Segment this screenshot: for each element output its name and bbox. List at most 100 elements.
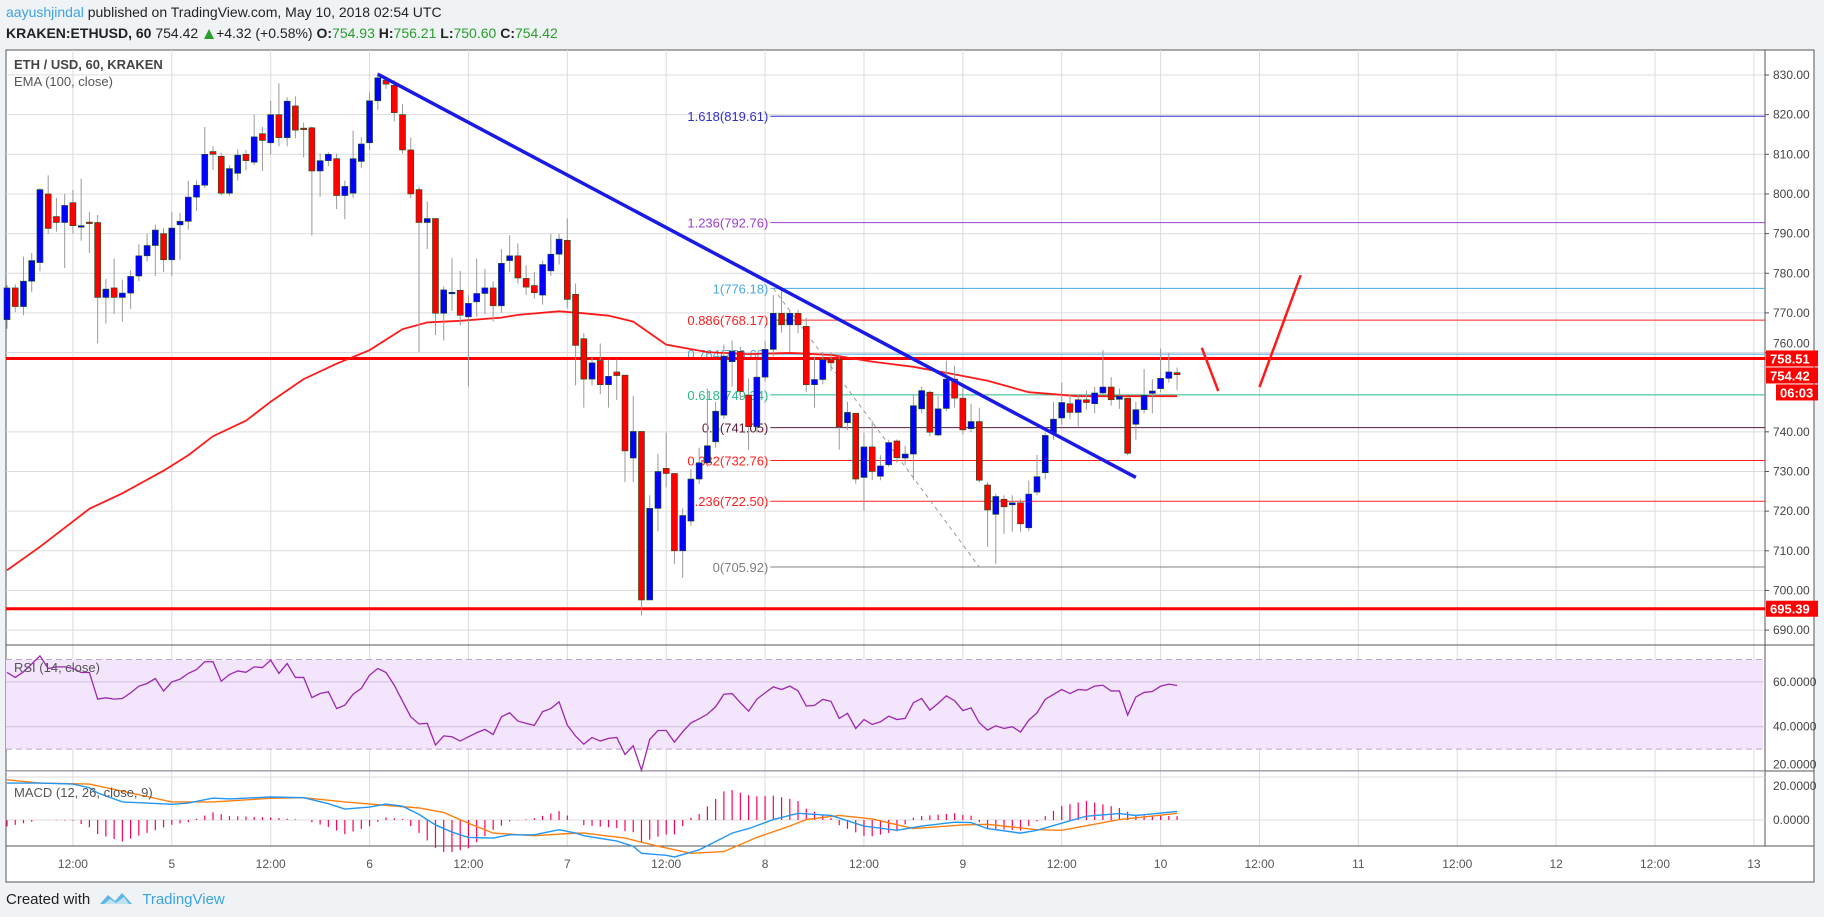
candle bbox=[44, 175, 52, 234]
candle-body-down bbox=[596, 360, 604, 385]
candle-body-up bbox=[119, 292, 126, 298]
candle-body-down bbox=[745, 394, 752, 427]
candle-body-down bbox=[390, 85, 398, 113]
candle bbox=[753, 359, 761, 433]
candle bbox=[102, 278, 110, 324]
candle bbox=[226, 165, 233, 196]
candle-body-up bbox=[440, 289, 448, 314]
rsi-band bbox=[6, 659, 1763, 750]
candle-body-down bbox=[794, 312, 802, 326]
candle bbox=[415, 186, 423, 353]
macd-tick-label: 0.0000 bbox=[1773, 813, 1810, 827]
candle bbox=[877, 455, 884, 481]
tradingview-logo-icon bbox=[100, 893, 133, 904]
candle-body-down bbox=[432, 218, 439, 314]
candle-body-down bbox=[275, 114, 283, 138]
candle bbox=[1149, 379, 1156, 414]
candle bbox=[349, 130, 357, 198]
candle-body-up bbox=[283, 100, 291, 138]
candle-body-up bbox=[646, 508, 654, 601]
candle-body-up bbox=[498, 263, 505, 307]
fib-level-label: 0.236(722.50) bbox=[687, 494, 768, 509]
ema-legend: EMA (100, close) bbox=[14, 74, 113, 89]
candle-body-down bbox=[868, 446, 876, 472]
candle-body-up bbox=[1041, 435, 1049, 473]
candle bbox=[794, 310, 802, 334]
candle-body-up bbox=[720, 355, 728, 416]
time-tick-label: 13 bbox=[1747, 857, 1761, 871]
candle-body-up bbox=[267, 114, 274, 144]
candle bbox=[984, 482, 991, 547]
candle bbox=[835, 356, 843, 450]
candle-body-up bbox=[629, 431, 637, 459]
candle bbox=[61, 193, 68, 269]
trendline bbox=[376, 72, 1137, 479]
high-value: 756.21 bbox=[393, 25, 437, 41]
candle bbox=[1058, 382, 1066, 425]
price-tick-label: 760.00 bbox=[1773, 336, 1810, 350]
support-price-badge: 695.39 bbox=[1770, 602, 1810, 617]
candle-body-down bbox=[69, 202, 77, 226]
candle-body-down bbox=[86, 221, 93, 224]
candle bbox=[259, 126, 266, 171]
candle bbox=[36, 188, 44, 272]
candle-body-up bbox=[465, 303, 472, 318]
resistance-price-badge: 758.51 bbox=[1770, 351, 1810, 366]
candle-body-down bbox=[11, 287, 19, 307]
candle bbox=[473, 258, 480, 317]
candle-body-down bbox=[242, 154, 250, 161]
candle bbox=[217, 152, 225, 196]
candle bbox=[1107, 377, 1115, 406]
candle bbox=[910, 394, 917, 481]
author-link[interactable]: aayushjindal bbox=[6, 4, 84, 20]
candle-body-down bbox=[564, 240, 571, 300]
candle-body-down bbox=[976, 421, 983, 481]
time-tick-label: 12:00 bbox=[1047, 857, 1077, 871]
symbol-info: KRAKEN:ETHUSD, 60 754.42 +4.32 (+0.58%) … bbox=[6, 25, 558, 41]
candle bbox=[770, 295, 777, 357]
candle bbox=[893, 439, 901, 463]
candle-body-up bbox=[61, 205, 68, 223]
candle-body-up bbox=[695, 462, 703, 480]
candle bbox=[374, 72, 382, 110]
candle bbox=[176, 212, 184, 260]
rsi-tick-label: 60.0000 bbox=[1773, 675, 1817, 689]
candle-body-down bbox=[827, 359, 835, 364]
candle bbox=[638, 431, 645, 616]
price-tick-label: 830.00 bbox=[1773, 68, 1810, 82]
price-tick-label: 820.00 bbox=[1773, 108, 1810, 122]
candle-body-down bbox=[984, 484, 991, 511]
candle bbox=[695, 447, 703, 484]
candle bbox=[456, 270, 464, 326]
candle bbox=[679, 508, 686, 578]
candle bbox=[498, 249, 505, 313]
candle-body-down bbox=[217, 155, 225, 194]
candle-body-up bbox=[901, 453, 909, 459]
candle-body-up bbox=[358, 143, 365, 162]
candle-body-up bbox=[423, 218, 431, 223]
candle bbox=[1066, 394, 1074, 420]
candle-body-down bbox=[44, 193, 52, 229]
candle bbox=[275, 83, 283, 147]
candle-body-up bbox=[506, 255, 513, 261]
candle bbox=[448, 257, 456, 311]
candle bbox=[209, 146, 217, 171]
time-tick-label: 12:00 bbox=[1244, 857, 1274, 871]
candle-body-down bbox=[94, 222, 101, 298]
candle bbox=[514, 243, 522, 284]
tradingview-link[interactable]: TradingView bbox=[142, 890, 225, 908]
candle-body-up bbox=[547, 253, 555, 272]
candle bbox=[580, 333, 588, 408]
candle-body-down bbox=[300, 127, 307, 130]
candle-body-up bbox=[918, 390, 925, 410]
candle bbox=[1041, 432, 1049, 480]
candle bbox=[1000, 495, 1008, 534]
candle-body-up bbox=[605, 376, 612, 385]
time-tick-label: 12:00 bbox=[849, 857, 879, 871]
candle-body-up bbox=[448, 291, 456, 295]
current-price-badge: 754.42 bbox=[1770, 368, 1810, 383]
candle-body-down bbox=[333, 158, 340, 196]
candle-body-down bbox=[415, 189, 423, 223]
footer: Created with TradingView bbox=[6, 890, 225, 908]
